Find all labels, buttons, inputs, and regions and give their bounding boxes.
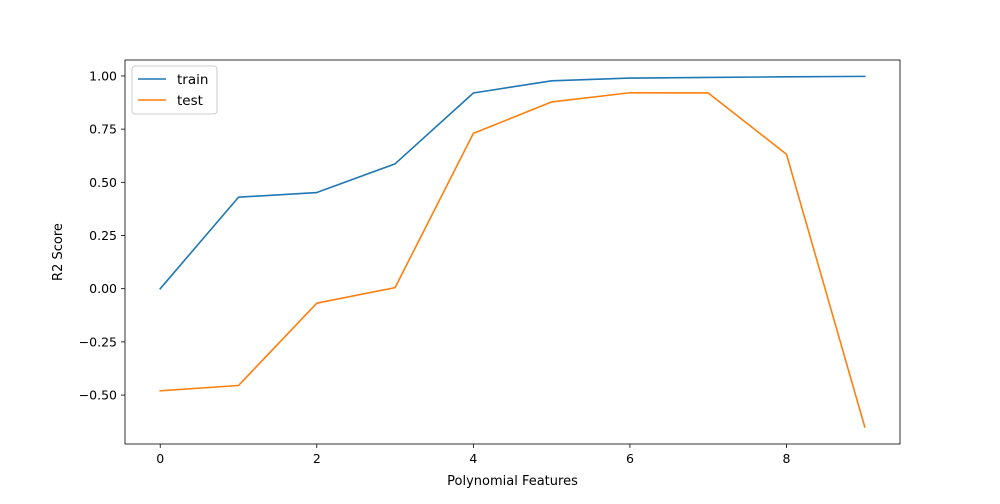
- legend-label-test: test: [177, 93, 203, 109]
- series-layer: [159, 75, 866, 428]
- legend: train test: [131, 65, 218, 115]
- series-line-test: [159, 91, 866, 428]
- x-tick-label: 2: [313, 451, 321, 466]
- legend-label-train: train: [177, 72, 208, 88]
- x-tick-label: 4: [469, 451, 477, 466]
- y-tick-label: 0.50: [89, 175, 117, 190]
- y-tick-label: 0.75: [89, 122, 117, 137]
- x-axis-label: Polynomial Features: [447, 474, 578, 489]
- y-tick-label: −0.50: [79, 388, 117, 403]
- y-tick-label: 1.00: [89, 68, 117, 83]
- y-tick-label: 0.25: [89, 228, 117, 243]
- y-tick-label: 0.00: [89, 281, 117, 296]
- x-tick-label: 0: [156, 451, 164, 466]
- x-tick-label: 6: [626, 451, 634, 466]
- plot-frame: [124, 59, 901, 445]
- legend-box: [131, 65, 218, 115]
- series-line-train: [159, 75, 866, 290]
- ticks-layer: 0 2 4 6 8 −0.50 −0.25 0.00 0.25 0.50 0.75 1.00: [79, 68, 791, 466]
- y-axis-label: R2 Score: [51, 223, 66, 281]
- y-tick-label: −0.25: [79, 334, 117, 349]
- legend-items: train test: [138, 72, 208, 109]
- x-tick-label: 8: [783, 451, 791, 466]
